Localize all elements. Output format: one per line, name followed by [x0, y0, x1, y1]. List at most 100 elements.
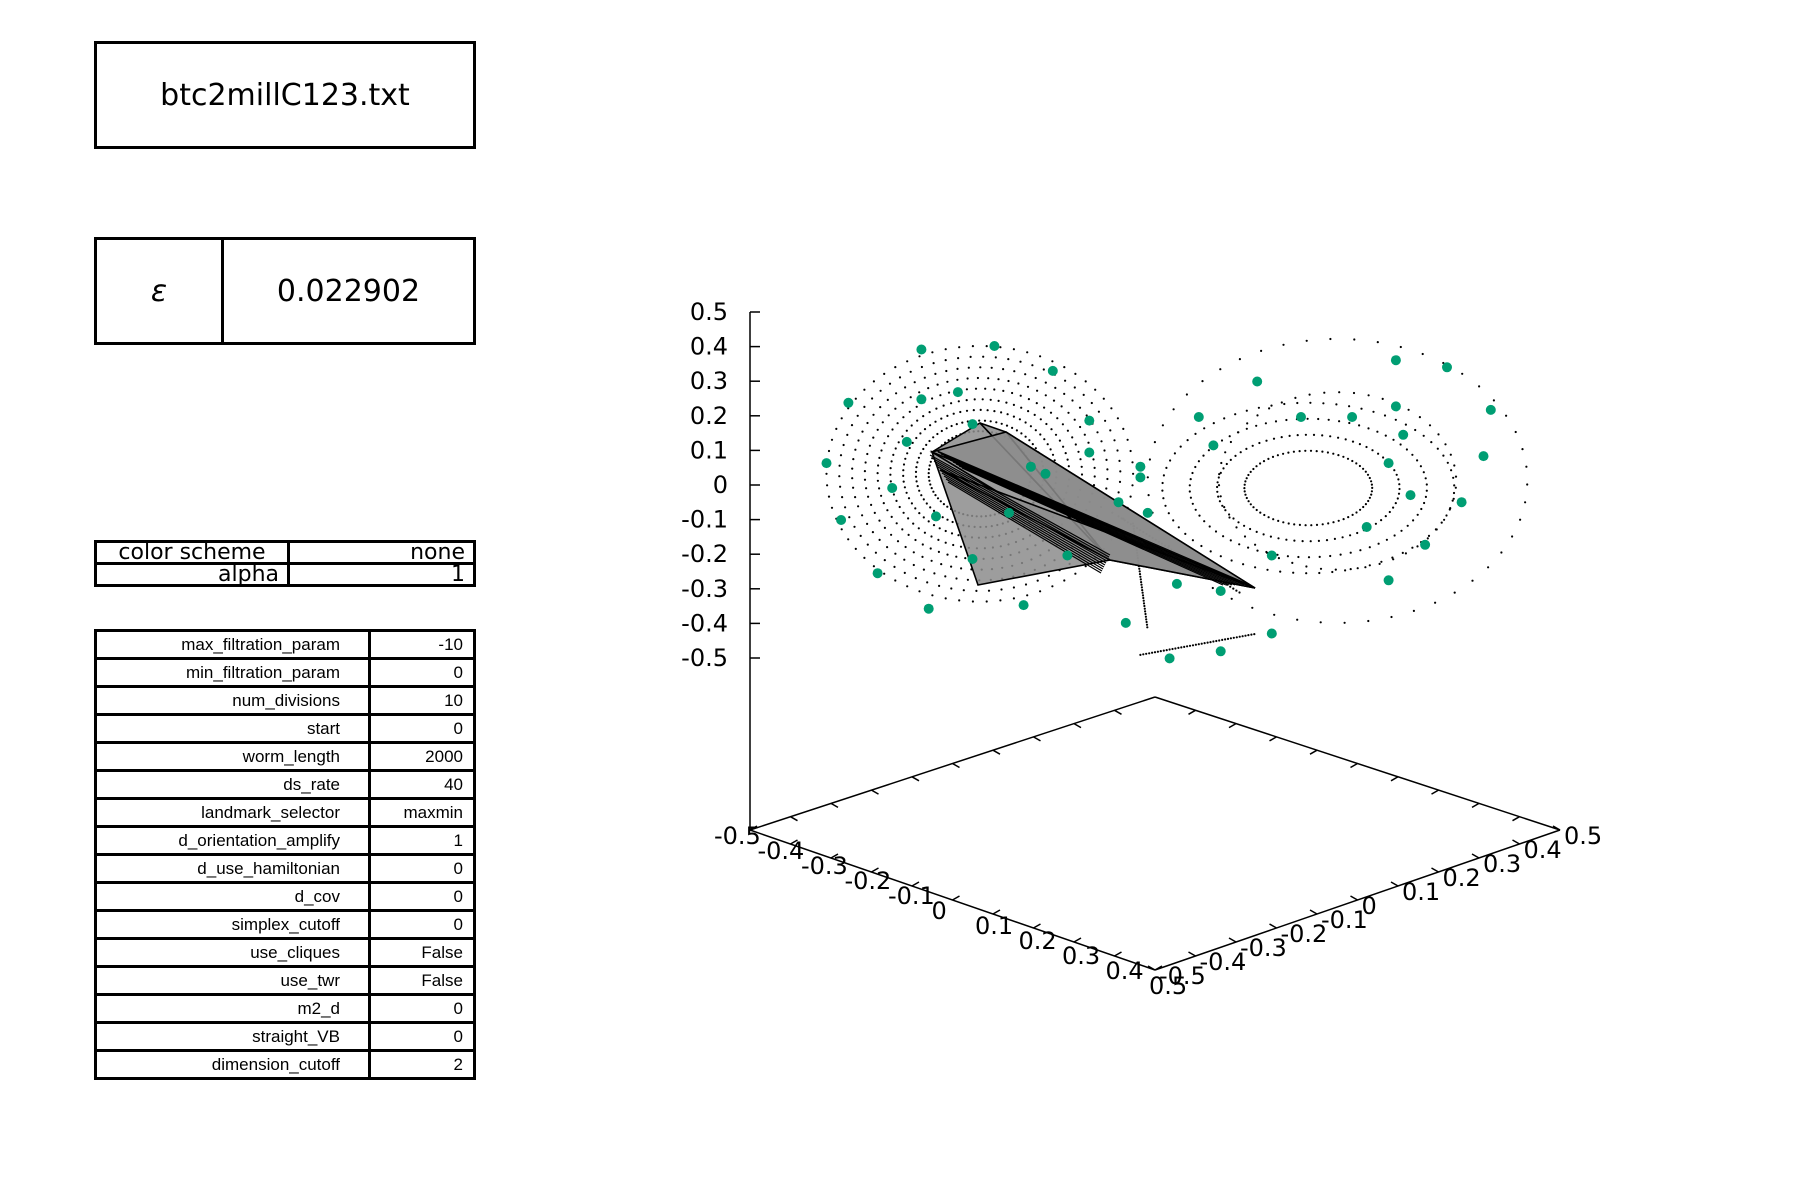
cloud-point	[1146, 476, 1149, 479]
cloud-point	[1229, 440, 1232, 444]
cloud-point	[1012, 597, 1016, 600]
back-tick	[1350, 762, 1358, 769]
cloud-point	[935, 407, 938, 410]
cloud-point	[1371, 486, 1374, 489]
table-row: start 0	[94, 713, 476, 744]
simplex-edge	[935, 463, 1108, 562]
cloud-point	[1084, 565, 1087, 568]
cloud-point	[1425, 483, 1428, 486]
cloud-point	[1358, 443, 1361, 446]
cloud-point	[1015, 429, 1019, 432]
cloud-point	[989, 420, 992, 423]
cloud-point	[1383, 414, 1387, 417]
cloud-point	[927, 468, 931, 471]
cloud-point	[913, 381, 916, 384]
cloud-point	[1395, 473, 1398, 476]
x-tick	[992, 909, 1001, 915]
cloud-point	[1255, 424, 1258, 427]
cloud-point	[1071, 436, 1074, 439]
cloud-point	[903, 571, 906, 575]
cloud-point	[1144, 615, 1147, 618]
param-value: False	[368, 965, 476, 996]
cloud-point	[902, 469, 905, 472]
cloud-point	[1308, 393, 1311, 396]
cloud-point	[1425, 489, 1428, 492]
cloud-point	[1066, 429, 1069, 432]
cloud-point	[1392, 506, 1395, 509]
cloud-point	[1201, 380, 1204, 383]
landmark-point	[1398, 429, 1409, 440]
cloud-point	[1168, 648, 1171, 651]
cloud-point	[887, 435, 890, 438]
cloud-point	[1338, 391, 1341, 394]
cloud-point	[871, 397, 874, 400]
cloud-point	[1249, 527, 1252, 531]
cloud-point	[929, 424, 932, 427]
cloud-point	[1143, 607, 1146, 610]
cloud-point	[1077, 450, 1080, 453]
cloud-point	[932, 362, 935, 365]
simplex-edge	[943, 455, 1242, 586]
cloud-point	[929, 547, 932, 550]
cloud-point	[1073, 386, 1076, 389]
cloud-point	[1209, 550, 1212, 553]
cloud-point	[1394, 418, 1397, 421]
cloud-point	[931, 351, 934, 354]
cloud-point	[1194, 643, 1197, 646]
cloud-point	[1254, 543, 1257, 546]
cloud-point	[1226, 637, 1230, 641]
cloud-point	[1063, 392, 1066, 395]
cloud-point	[872, 413, 875, 416]
cloud-point	[1177, 646, 1180, 650]
cloud-point	[1267, 457, 1270, 460]
cloud-point	[922, 415, 925, 418]
cloud-point	[950, 532, 954, 535]
cloud-point	[1269, 535, 1272, 538]
cloud-point	[1304, 433, 1307, 436]
landmark-point	[1062, 550, 1073, 561]
cloud-point	[1087, 441, 1090, 444]
cloud-point	[1222, 467, 1225, 470]
back-tick	[1033, 736, 1041, 742]
cloud-point	[826, 484, 829, 487]
x-tick-label: 0.2	[1019, 927, 1057, 955]
table-row: d_use_hamiltonian 0	[94, 853, 476, 884]
simplex-edge	[961, 467, 1224, 586]
cloud-point	[906, 452, 909, 455]
cloud-point	[1203, 520, 1206, 523]
cloud-point	[1131, 484, 1134, 487]
cloud-point	[1349, 568, 1352, 571]
cloud-point	[1453, 484, 1456, 487]
cloud-point	[894, 552, 897, 555]
cloud-point	[880, 494, 883, 497]
cloud-point	[1370, 480, 1373, 483]
cloud-point	[1071, 399, 1074, 402]
cloud-point	[1140, 586, 1143, 589]
cloud-point	[1185, 393, 1188, 396]
param-value: 0	[368, 853, 476, 884]
cloud-point	[907, 533, 910, 537]
x-tick-label: -0.5	[714, 822, 761, 850]
cloud-point	[914, 475, 918, 478]
cloud-point	[915, 436, 918, 440]
cloud-point	[934, 494, 937, 497]
x-tick	[952, 895, 960, 901]
cloud-point	[1060, 405, 1063, 408]
cloud-point	[1079, 458, 1082, 461]
cloud-point	[1452, 497, 1455, 500]
cloud-point	[1440, 521, 1443, 524]
cloud-point	[1349, 551, 1352, 554]
cloud-point	[872, 565, 876, 568]
cloud-point	[1191, 539, 1194, 542]
cloud-point	[838, 475, 841, 478]
cloud-point	[1080, 473, 1084, 476]
cloud-point	[1005, 424, 1009, 427]
landmark-point	[1383, 575, 1394, 586]
table-row: use_twr False	[94, 965, 476, 996]
cloud-point	[1478, 385, 1481, 388]
cloud-point	[1243, 524, 1246, 527]
cloud-point	[1305, 572, 1308, 575]
cloud-point	[1116, 449, 1119, 452]
cloud-point	[1234, 454, 1237, 457]
cloud-point	[1012, 403, 1016, 406]
